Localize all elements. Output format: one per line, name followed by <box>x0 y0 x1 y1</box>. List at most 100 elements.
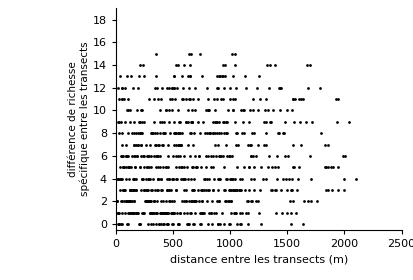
Point <box>208 222 214 226</box>
Point <box>205 176 211 181</box>
Point <box>155 176 161 181</box>
Point <box>226 86 233 90</box>
Point <box>235 188 242 192</box>
Point <box>233 165 240 169</box>
Point <box>225 108 231 113</box>
Point <box>231 210 237 215</box>
Point <box>143 165 150 169</box>
Point <box>179 176 185 181</box>
Point <box>262 120 268 124</box>
Point <box>197 222 203 226</box>
Point <box>209 120 215 124</box>
Point <box>124 222 131 226</box>
Point <box>173 165 179 169</box>
Point <box>178 165 184 169</box>
Point <box>221 74 228 79</box>
Point <box>288 176 295 181</box>
Point <box>254 199 260 204</box>
Point <box>205 210 212 215</box>
Point <box>215 120 221 124</box>
Point <box>150 210 157 215</box>
Point <box>241 74 248 79</box>
Point <box>176 154 183 158</box>
Point <box>253 86 260 90</box>
Point <box>192 165 199 169</box>
Point <box>205 188 212 192</box>
Point <box>225 222 232 226</box>
Point <box>324 142 330 147</box>
Point <box>168 222 175 226</box>
Point <box>173 176 180 181</box>
Point <box>287 222 294 226</box>
Point <box>170 120 177 124</box>
Point <box>165 86 171 90</box>
Point <box>152 210 159 215</box>
Point <box>191 188 197 192</box>
Point <box>284 154 291 158</box>
Point <box>242 86 249 90</box>
Point <box>140 165 147 169</box>
Point <box>255 74 262 79</box>
Point <box>191 222 197 226</box>
Point <box>165 176 171 181</box>
Point <box>173 86 180 90</box>
Point <box>200 210 207 215</box>
Point <box>264 165 271 169</box>
Point <box>117 154 123 158</box>
Point <box>226 97 233 101</box>
Point <box>227 176 233 181</box>
Point <box>194 165 200 169</box>
Point <box>124 74 131 79</box>
Point <box>116 97 122 101</box>
Point <box>115 176 121 181</box>
Point <box>202 165 209 169</box>
Point <box>175 165 182 169</box>
Point <box>139 176 145 181</box>
Point <box>174 154 181 158</box>
Point <box>185 52 192 56</box>
Point <box>226 188 233 192</box>
Point <box>118 97 125 101</box>
Point <box>219 154 226 158</box>
Point <box>190 199 197 204</box>
Point <box>237 108 243 113</box>
Point <box>180 97 186 101</box>
Point <box>188 120 194 124</box>
Point <box>114 210 121 215</box>
Point <box>138 108 144 113</box>
Point <box>216 199 222 204</box>
Point <box>154 142 161 147</box>
Point <box>162 108 169 113</box>
Point <box>184 142 191 147</box>
Point <box>140 210 146 215</box>
Point <box>157 210 163 215</box>
Point <box>153 86 160 90</box>
Point <box>244 199 251 204</box>
Point <box>146 199 152 204</box>
Point <box>229 188 236 192</box>
Point <box>213 154 219 158</box>
Point <box>222 176 229 181</box>
Point <box>200 176 206 181</box>
Point <box>213 97 220 101</box>
Point <box>169 210 175 215</box>
Point <box>159 222 166 226</box>
Point <box>223 176 230 181</box>
Point <box>198 199 205 204</box>
Point <box>231 63 238 67</box>
Point <box>154 154 161 158</box>
Point <box>145 165 152 169</box>
Point <box>115 120 122 124</box>
Point <box>123 199 129 204</box>
Point <box>153 154 160 158</box>
Point <box>277 188 283 192</box>
Point <box>135 86 141 90</box>
Point <box>122 199 128 204</box>
Point <box>163 210 170 215</box>
Point <box>136 131 143 136</box>
Point <box>134 154 140 158</box>
Point <box>216 154 223 158</box>
Point <box>153 188 160 192</box>
Point <box>233 222 240 226</box>
Point <box>126 165 132 169</box>
